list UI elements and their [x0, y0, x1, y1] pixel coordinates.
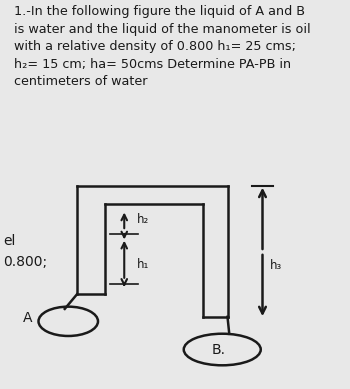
Text: h₂: h₂	[136, 213, 149, 226]
Text: B.: B.	[212, 343, 226, 356]
Text: h₃: h₃	[270, 259, 282, 272]
Text: 1.-In the following figure the liquid of A and B
is water and the liquid of the : 1.-In the following figure the liquid of…	[14, 5, 311, 88]
Text: h₁: h₁	[136, 258, 149, 272]
Text: A: A	[23, 311, 32, 325]
Text: el: el	[4, 234, 16, 248]
Text: 0.800;: 0.800;	[4, 254, 48, 268]
